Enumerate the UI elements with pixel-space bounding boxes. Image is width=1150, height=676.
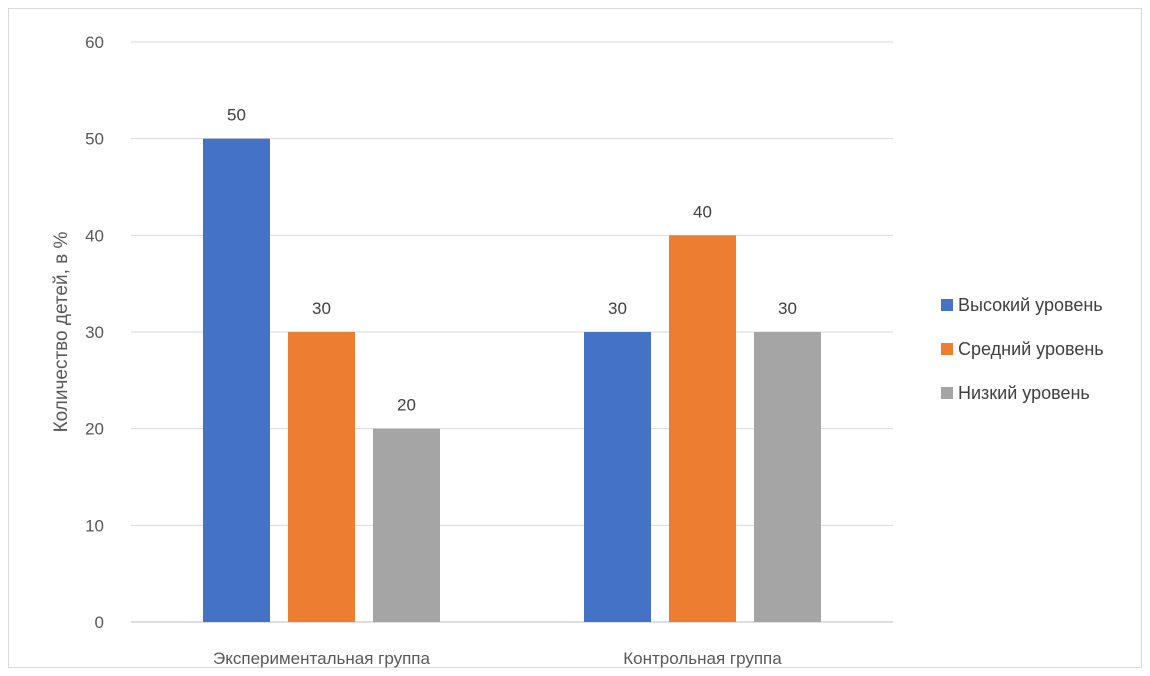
data-labels: 50 30 20 30 40 30 <box>227 106 797 415</box>
y-tick-label: 10 <box>85 516 104 535</box>
data-label: 30 <box>312 299 331 318</box>
data-label: 50 <box>227 106 246 125</box>
x-axis-categories: Экспериментальная группа Контрольная груп… <box>213 649 782 668</box>
y-tick-label: 60 <box>85 33 104 52</box>
data-label: 40 <box>693 202 712 221</box>
data-label: 20 <box>397 396 416 415</box>
y-tick-label: 20 <box>85 420 104 439</box>
legend-label: Высокий уровень <box>958 295 1103 315</box>
y-axis-ticks: 0 10 20 30 40 50 60 <box>85 33 104 632</box>
chart-frame <box>8 8 1142 668</box>
x-category-label: Контрольная группа <box>623 649 782 668</box>
legend-swatch <box>941 299 953 311</box>
data-label: 30 <box>608 299 627 318</box>
legend-label: Низкий уровень <box>958 383 1090 403</box>
bar <box>754 332 821 622</box>
y-tick-label: 40 <box>85 226 104 245</box>
bar <box>669 235 736 623</box>
legend-swatch <box>941 387 953 399</box>
y-axis-label: Количество детей, в % <box>51 231 72 432</box>
y-tick-label: 0 <box>95 613 104 632</box>
bar <box>373 428 440 622</box>
legend-label: Средний уровень <box>958 339 1104 359</box>
bars <box>203 138 821 623</box>
y-tick-label: 30 <box>85 323 104 342</box>
legend-swatch <box>941 343 953 355</box>
y-tick-label: 50 <box>85 130 104 149</box>
data-label: 30 <box>778 299 797 318</box>
legend: Высокий уровень Средний уровень Низкий уро… <box>941 295 1104 403</box>
x-category-label: Экспериментальная группа <box>213 649 430 668</box>
bar <box>584 332 651 622</box>
bar <box>203 138 270 622</box>
bar <box>288 332 355 622</box>
